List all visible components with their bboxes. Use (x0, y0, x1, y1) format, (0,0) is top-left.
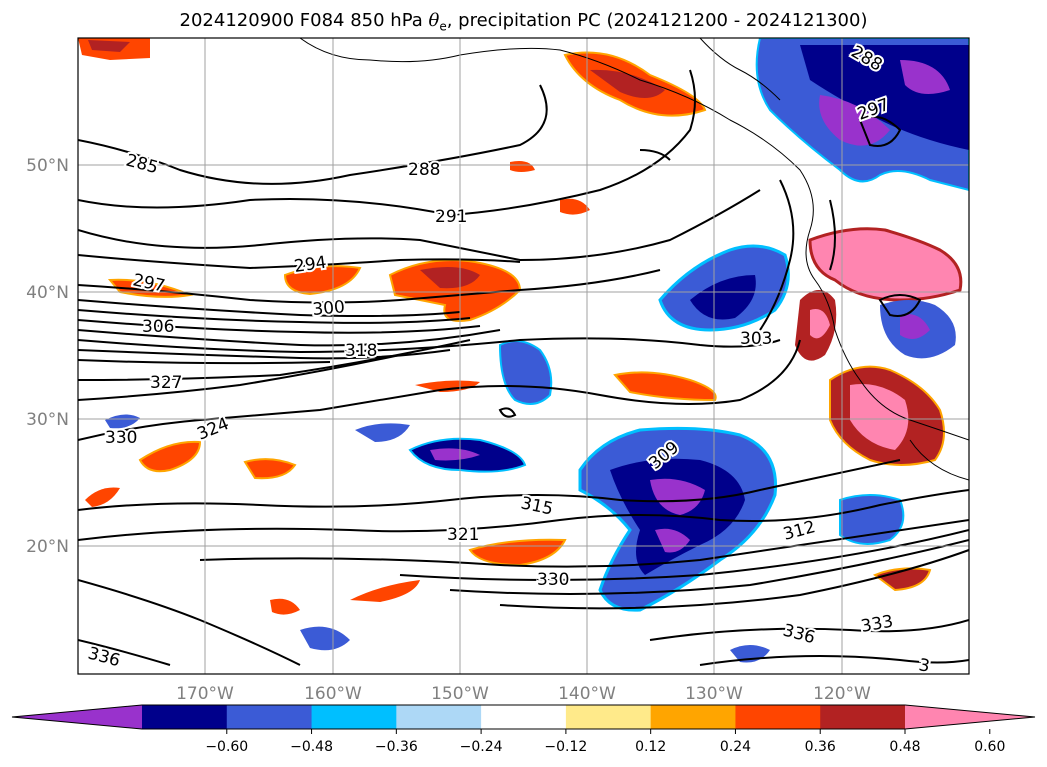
map-frame (77, 37, 970, 675)
colorbar-swatch (226, 705, 313, 729)
lat-label: 50°N (26, 156, 69, 176)
colorbar-tick-label: −0.24 (460, 739, 503, 755)
contour-label: 300 (312, 297, 346, 320)
colorbar-swatch (311, 705, 397, 729)
colorbar-swatch (565, 705, 652, 729)
colorbar-tick-label: 0.24 (720, 739, 751, 755)
colorbar-swatch (142, 705, 228, 729)
lat-label: 40°N (26, 283, 69, 303)
colorbar-tick-label: 0.12 (635, 739, 666, 755)
colorbar-tick-label: 0.60 (974, 739, 1005, 755)
longitude-labels: 170°W 160°W 150°W 140°W 130°W 120°W (176, 684, 871, 704)
lon-label: 140°W (558, 684, 616, 704)
colorbar-tick-label: −0.60 (205, 739, 248, 755)
lon-label: 160°W (304, 684, 362, 704)
lon-label: 120°W (813, 684, 871, 704)
title-prefix: 2024120900 F084 850 hPa (179, 10, 429, 31)
title-suffix: , precipitation PC (2024121200 - 2024121… (446, 10, 868, 31)
lon-label: 170°W (176, 684, 234, 704)
colorbar-outline (11, 704, 1036, 730)
colorbar (11, 704, 1036, 734)
contour-label: 288 (408, 160, 440, 180)
colorbar-swatch (650, 705, 736, 729)
lat-label: 30°N (26, 410, 69, 430)
colorbar-extend-high (905, 705, 1035, 729)
colorbar-extend-low (12, 705, 142, 729)
colorbar-tick-label: −0.12 (544, 739, 587, 755)
contour-label: 330 (105, 428, 137, 448)
contour-label: 291 (435, 207, 467, 227)
colorbar-swatch (735, 705, 821, 729)
contour-label: 318 (345, 341, 377, 361)
lon-label: 150°W (431, 684, 489, 704)
title-subscript: e (439, 19, 447, 34)
colorbar-tick-label: 0.36 (805, 739, 836, 755)
colorbar-tick-label: −0.48 (290, 739, 333, 755)
contour-label: 327 (150, 373, 182, 393)
contour-label: 330 (537, 570, 569, 590)
colorbar-swatch (481, 705, 567, 729)
lat-label: 20°N (26, 537, 69, 557)
lon-label: 130°W (685, 684, 743, 704)
contour-label: 306 (142, 317, 174, 337)
colorbar-tick-label: −0.36 (375, 739, 418, 755)
colorbar-tick-label: 0.48 (889, 739, 920, 755)
theta-e-contours (78, 69, 969, 666)
colorbar-swatch (820, 705, 906, 729)
colorbar-tick-labels: −0.60 −0.48 −0.36 −0.24 −0.12 0.12 0.24 0.36 0.4… (205, 739, 1005, 755)
contour-label: 321 (447, 525, 479, 545)
latitude-labels: 50°N 40°N 30°N 20°N (26, 156, 69, 557)
contour-label: 3 (917, 655, 931, 677)
figure-title: 2024120900 F084 850 hPa θe, precipitatio… (0, 10, 1047, 34)
contour-label: 303 (740, 329, 772, 349)
colorbar-swatch (396, 705, 482, 729)
graticule (78, 38, 969, 674)
title-symbol: θ (428, 10, 440, 31)
